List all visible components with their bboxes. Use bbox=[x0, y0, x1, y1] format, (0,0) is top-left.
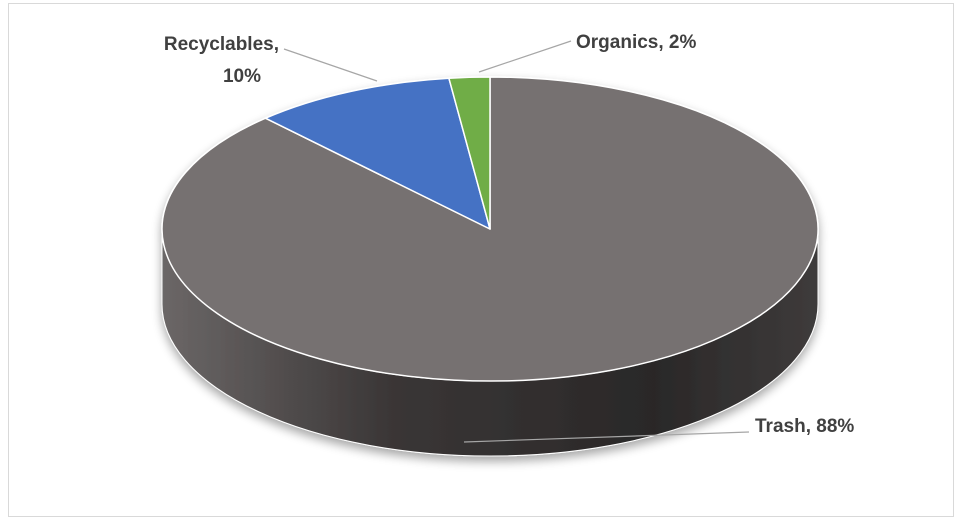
leader-line-trash bbox=[463, 431, 750, 443]
pie-slice-organics bbox=[448, 76, 491, 230]
leader-line-organics bbox=[478, 40, 572, 73]
chart-area: Trash, 88% Recyclables, 10% Organics, 2% bbox=[8, 3, 954, 517]
data-label-organics: Organics, 2% bbox=[576, 32, 696, 53]
data-label-recyclables-line2: 10% bbox=[223, 66, 261, 87]
data-label-recyclables-line1: Recyclables, bbox=[164, 34, 279, 55]
pie-chart: Trash, 88% Recyclables, 10% Organics, 2% bbox=[161, 32, 854, 457]
data-label-trash: Trash, 88% bbox=[755, 416, 854, 437]
leader-line-recyclables bbox=[283, 48, 378, 82]
pie-slice-recyclables bbox=[264, 77, 491, 230]
